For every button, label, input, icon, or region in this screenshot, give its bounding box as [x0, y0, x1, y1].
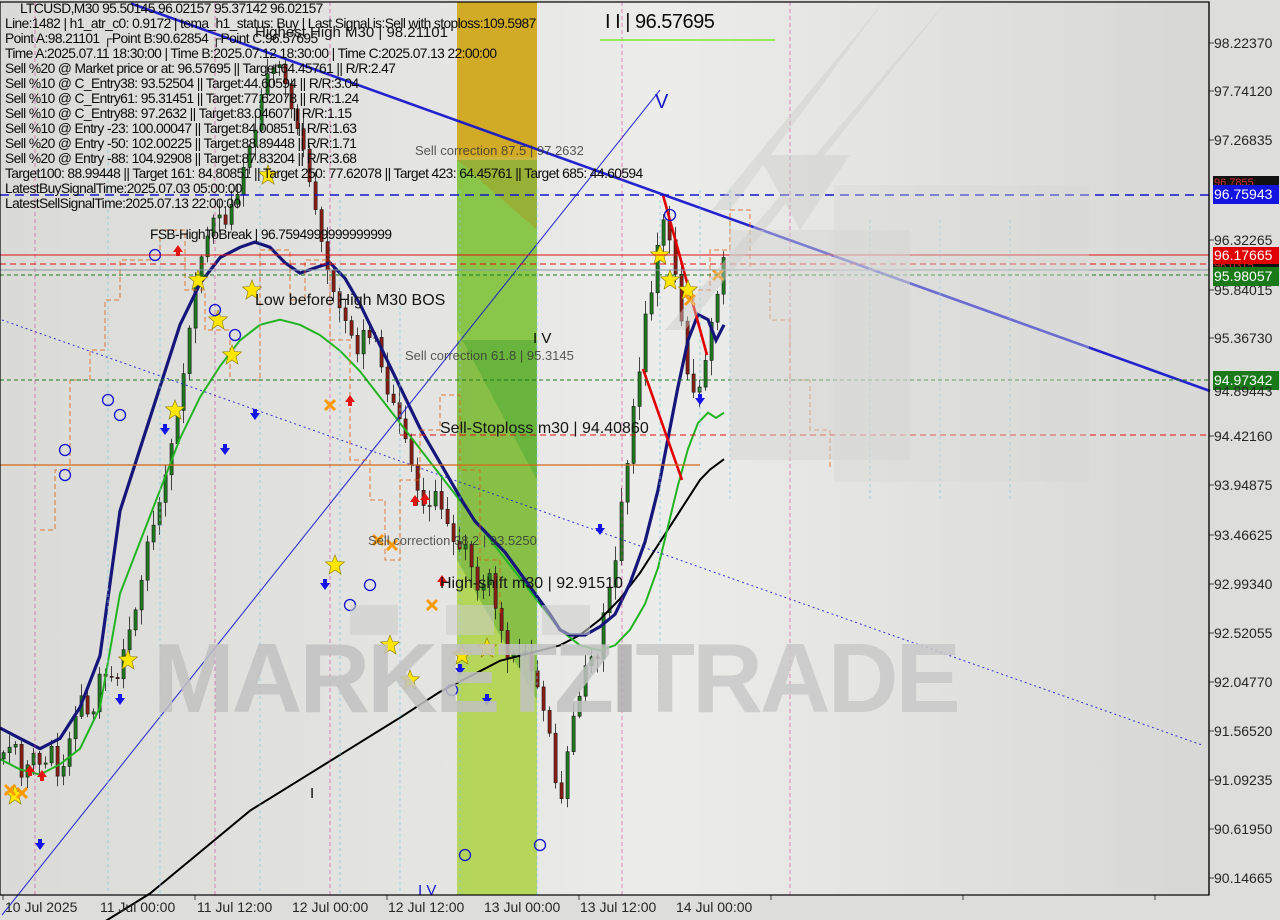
svg-text:12 Jul 12:00: 12 Jul 12:00 — [388, 899, 464, 915]
svg-text:98.22370: 98.22370 — [1214, 35, 1273, 51]
svg-text:91.56520: 91.56520 — [1214, 723, 1273, 739]
svg-text:FSB-HighToBreak | 96.759499999: FSB-HighToBreak | 96.7594999999999999 — [150, 227, 392, 242]
svg-text:96.75943: 96.75943 — [1214, 186, 1273, 202]
svg-text:LTCUSD,M30 95.50145 96.02157: LTCUSD,M30 95.50145 96.02157 95.37142 96… — [20, 1, 323, 16]
svg-text:I V: I V — [418, 882, 436, 899]
svg-text:96.32265: 96.32265 — [1214, 232, 1273, 248]
svg-text:Sell %10 @ C_Entry88: 97.2632: Sell %10 @ C_Entry88: 97.2632 || Target:… — [5, 106, 352, 121]
svg-text:Sell %10 @ Entry -23: 100.0004: Sell %10 @ Entry -23: 100.00047 || Targe… — [5, 121, 357, 136]
svg-text:Highest High M30 | 98.21101: Highest High M30 | 98.21101 — [255, 24, 448, 41]
svg-text:95.36730: 95.36730 — [1214, 330, 1273, 346]
svg-text:11 Jul 00:00: 11 Jul 00:00 — [100, 899, 175, 915]
svg-text:93.46625: 93.46625 — [1214, 527, 1273, 543]
svg-text:91.09235: 91.09235 — [1214, 772, 1273, 788]
svg-text:92.99340: 92.99340 — [1214, 576, 1273, 592]
svg-text:12 Jul 00:00: 12 Jul 00:00 — [292, 899, 368, 915]
svg-text:Sell-Stoploss m30 | 94.40860: Sell-Stoploss m30 | 94.40860 — [440, 420, 649, 437]
svg-text:Sell correction 87.5 | 97.2632: Sell correction 87.5 | 97.2632 — [415, 143, 584, 158]
svg-text:95.98057: 95.98057 — [1214, 268, 1273, 284]
svg-text:I V: I V — [533, 330, 551, 347]
svg-text:90.61950: 90.61950 — [1214, 821, 1273, 837]
svg-text:13 Jul 12:00: 13 Jul 12:00 — [580, 899, 656, 915]
svg-text:Sell %20 @ Entry -50: 102.0022: Sell %20 @ Entry -50: 102.00225 || Targe… — [5, 136, 356, 151]
svg-text:Sell %20 @ Market price or at:: Sell %20 @ Market price or at: 96.57695 … — [5, 61, 395, 76]
svg-text:13 Jul 00:00: 13 Jul 00:00 — [484, 899, 560, 915]
svg-text:Time A:2025.07.11 18:30:00 | T: Time A:2025.07.11 18:30:00 | Time B:2025… — [5, 46, 497, 61]
svg-text:Target100: 88.99448 || Target: Target100: 88.99448 || Target 161: 84.80… — [5, 166, 643, 181]
svg-text:94.42160: 94.42160 — [1214, 428, 1273, 444]
svg-text:Sell %10 @ C_Entry61: 95.31451: Sell %10 @ C_Entry61: 95.31451 || Target… — [5, 91, 359, 106]
svg-text:94.89443: 94.89443 — [1214, 383, 1273, 399]
svg-text:92.52055: 92.52055 — [1214, 625, 1273, 641]
svg-text:I I | 96.57695: I I | 96.57695 — [605, 11, 715, 33]
svg-text:Sell %20 @ Entry -88: 104.9290: Sell %20 @ Entry -88: 104.92908 || Targe… — [5, 151, 357, 166]
svg-text:MARKETZITRADE: MARKETZITRADE — [153, 623, 958, 733]
svg-text:10 Jul 2025: 10 Jul 2025 — [5, 899, 78, 915]
svg-text:Sell correction 38.2 | 93.5250: Sell correction 38.2 | 93.5250 — [368, 533, 537, 548]
svg-text:11 Jul 12:00: 11 Jul 12:00 — [197, 899, 272, 915]
svg-text:93.94875: 93.94875 — [1214, 477, 1273, 493]
svg-text:Sell correction 61.8 | 95.3145: Sell correction 61.8 | 95.3145 — [405, 348, 574, 363]
svg-text:LatestSellSignalTime:2025.07.1: LatestSellSignalTime:2025.07.13 22:00:00 — [5, 196, 241, 211]
svg-text:97.26835: 97.26835 — [1214, 132, 1273, 148]
svg-text:LatestBuySignalTime:2025.07.03: LatestBuySignalTime:2025.07.03 05:00:00 — [5, 181, 243, 196]
svg-text:High-shift m30 | 92.91510: High-shift m30 | 92.91510 — [440, 575, 623, 592]
svg-text:V: V — [655, 91, 669, 113]
svg-text:Sell %10 @ C_Entry38: 93.52504: Sell %10 @ C_Entry38: 93.52504 || Target… — [5, 76, 359, 91]
svg-text:96.17665: 96.17665 — [1214, 247, 1273, 263]
svg-text:92.04770: 92.04770 — [1214, 674, 1273, 690]
svg-text:I: I — [310, 785, 314, 802]
svg-text:Low before High M30 BOS: Low before High M30 BOS — [255, 292, 445, 309]
svg-text:97.74120: 97.74120 — [1214, 83, 1273, 99]
svg-text:90.14665: 90.14665 — [1214, 870, 1273, 886]
svg-text:14 Jul 00:00: 14 Jul 00:00 — [676, 899, 752, 915]
